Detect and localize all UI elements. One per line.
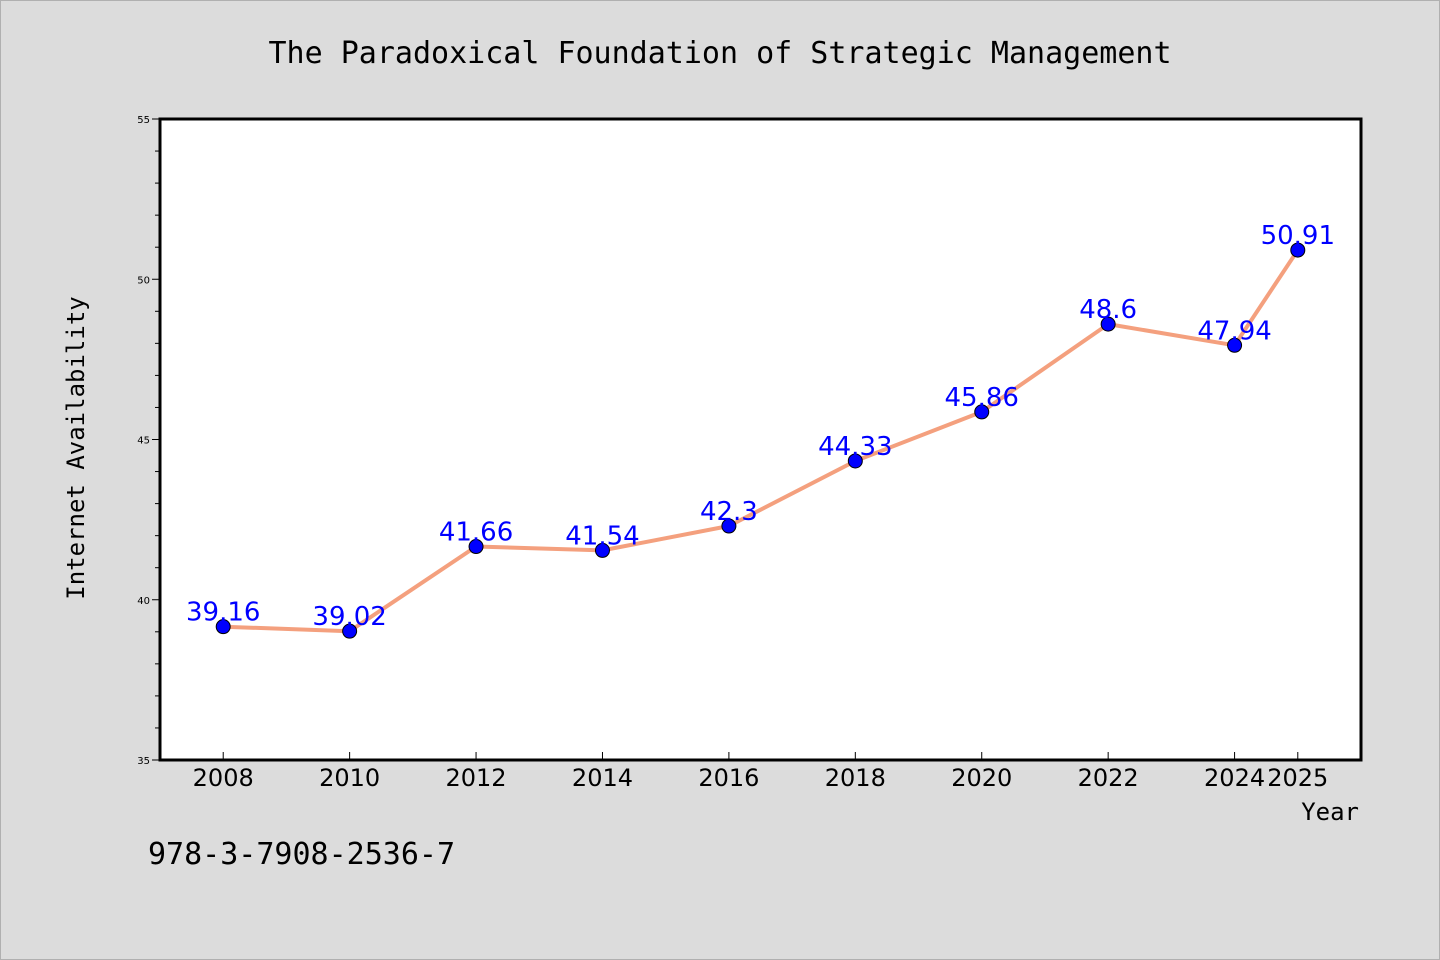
y-tick-label: 40 <box>137 596 150 607</box>
plot-area <box>158 117 1363 762</box>
data-label: 44.33 <box>818 432 892 462</box>
x-tick-label: 2012 <box>446 764 507 792</box>
x-tick-label: 2025 <box>1267 764 1328 792</box>
x-tick-label: 2016 <box>698 764 759 792</box>
data-point <box>847 453 863 469</box>
data-point <box>721 518 737 534</box>
data-label: 48.6 <box>1079 295 1137 325</box>
data-labels: 39.16 39.02 41.66 41.54 42.3 44.33 45.86 48.6 47… <box>186 221 1335 632</box>
data-point <box>215 619 231 635</box>
data-label: 41.54 <box>565 521 639 551</box>
x-tick-label: 2024 <box>1204 764 1265 792</box>
data-label: 39.02 <box>312 602 386 632</box>
x-tick-label: 2008 <box>193 764 254 792</box>
data-label: 50.91 <box>1261 221 1335 251</box>
x-tick-label: 2014 <box>572 764 633 792</box>
x-tick-label: 2018 <box>825 764 886 792</box>
x-tick-label: 2020 <box>951 764 1012 792</box>
data-point <box>1227 337 1243 353</box>
x-tick-label: 2010 <box>319 764 380 792</box>
data-point <box>1100 316 1116 332</box>
data-point <box>468 539 484 555</box>
series-line <box>223 248 1300 634</box>
data-label: 39.16 <box>186 598 260 628</box>
data-point <box>974 404 990 420</box>
data-label: 41.66 <box>439 518 513 548</box>
data-point <box>1290 242 1306 258</box>
y-tick-label: 50 <box>137 275 150 286</box>
data-point <box>342 623 358 639</box>
x-tick-label: 2022 <box>1078 764 1139 792</box>
data-point <box>594 542 610 558</box>
data-label: 42.3 <box>700 497 758 527</box>
data-label: 47.94 <box>1197 316 1271 346</box>
x-axis: 2008 2010 2012 2014 2016 2018 2020 2022 2024 2025 <box>193 752 1328 792</box>
y-tick-label: 35 <box>137 756 150 767</box>
x-axis-label: Year <box>1301 798 1359 826</box>
y-axis-label: Internet Availability <box>62 296 90 599</box>
y-tick-label: 55 <box>137 115 150 126</box>
y-axis: 35 40 45 50 55 <box>137 115 160 767</box>
chart-title: The Paradoxical Foundation of Strategic … <box>268 36 1171 71</box>
data-label: 45.86 <box>945 383 1019 413</box>
series-markers <box>215 242 1306 639</box>
y-tick-label: 45 <box>137 436 150 447</box>
isbn-text: 978-3-7908-2536-7 <box>148 837 455 872</box>
